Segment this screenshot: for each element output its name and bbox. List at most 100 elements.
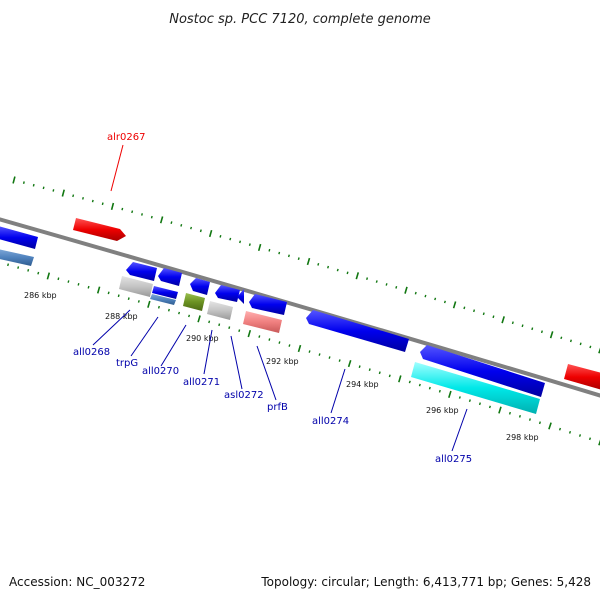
major-tick (197, 315, 201, 323)
minor-tick (511, 321, 514, 325)
outer-tick-track (12, 176, 600, 354)
gene-feature-right-edge (564, 364, 600, 390)
leader-all0274 (330, 368, 346, 414)
minor-tick (438, 389, 441, 393)
major-tick (306, 257, 311, 266)
gene-feature-trpG-steel (150, 294, 176, 305)
scale-label-286: 286 kbp (24, 291, 57, 300)
gene-feature-prfB (243, 311, 282, 333)
major-tick (501, 316, 505, 324)
minor-tick (368, 368, 371, 372)
major-tick (548, 422, 552, 430)
minor-tick (434, 297, 437, 301)
scale-labels: 286 kbp 288 kbp 290 kbp 292 kbp 294 kbp … (24, 291, 539, 442)
gene-feature-all0268 (119, 276, 153, 297)
minor-tick (278, 341, 281, 344)
minor-tick (180, 223, 183, 227)
minor-tick (508, 411, 511, 415)
minor-tick (482, 312, 485, 316)
leader-all0271 (203, 329, 213, 375)
major-tick (347, 359, 352, 368)
major-tick (448, 390, 452, 398)
gene-label-all0271: all0271 (183, 377, 220, 388)
minor-tick (478, 402, 481, 406)
minor-tick (336, 268, 339, 272)
minor-tick (521, 324, 524, 328)
gene-feature-e (249, 294, 287, 315)
minor-tick (473, 309, 476, 313)
scale-label-292: 292 kbp (266, 357, 299, 366)
gene-feature-left-edge-steel (0, 249, 34, 266)
leader-all0268 (92, 309, 131, 346)
inner-track-features (119, 276, 540, 414)
minor-tick (588, 437, 592, 441)
minor-tick (518, 414, 521, 418)
major-tick (297, 344, 302, 353)
minor-tick (167, 308, 170, 312)
minor-tick (388, 374, 391, 378)
minor-tick (67, 280, 70, 283)
gene-feature-alr0267 (73, 218, 126, 241)
minor-tick (229, 237, 232, 241)
gene-feature-d (237, 289, 244, 304)
minor-tick (385, 283, 388, 286)
minor-tick (531, 327, 534, 331)
major-tick (46, 272, 51, 280)
minor-tick (91, 199, 94, 203)
major-tick (96, 286, 101, 294)
gene-feature-all0268-region (126, 262, 157, 281)
major-tick (110, 202, 115, 211)
scale-label-296: 296 kbp (426, 406, 459, 415)
minor-tick (141, 213, 143, 216)
minor-tick (395, 285, 398, 289)
label-leader-lines (92, 144, 468, 452)
forward-strand-features (73, 218, 600, 390)
minor-tick (72, 194, 75, 198)
minor-tick (528, 418, 531, 421)
minor-tick (32, 183, 35, 187)
major-tick (598, 347, 600, 354)
major-tick (355, 272, 360, 280)
major-tick (549, 331, 554, 339)
minor-tick (414, 291, 417, 295)
minor-tick (199, 229, 202, 233)
scale-label-298: 298 kbp (506, 433, 539, 442)
scale-label-290: 290 kbp (186, 334, 219, 343)
gene-label-all0274: all0274 (312, 416, 349, 427)
scale-label-288: 288 kbp (105, 312, 138, 321)
major-tick (452, 301, 457, 309)
major-tick (404, 286, 408, 294)
minor-tick (538, 421, 541, 425)
minor-tick (101, 202, 104, 206)
minor-tick (117, 294, 120, 298)
gene-label-alr0267: alr0267 (107, 132, 145, 143)
minor-tick (560, 336, 563, 340)
major-tick (247, 329, 252, 338)
minor-tick (268, 248, 271, 252)
minor-tick (317, 262, 320, 266)
minor-tick (328, 356, 331, 359)
minor-tick (568, 430, 572, 434)
minor-tick (238, 329, 241, 333)
minor-tick (218, 323, 221, 327)
major-tick (208, 229, 213, 238)
gene-feature-a (158, 268, 182, 286)
minor-tick (468, 399, 471, 403)
minor-tick (375, 280, 378, 283)
gene-feature-all0274 (306, 310, 409, 352)
gene-label-trpG: trpG (116, 358, 138, 369)
major-tick (12, 176, 16, 184)
minor-tick (540, 330, 543, 334)
minor-tick (258, 335, 261, 338)
minor-tick (190, 226, 193, 230)
leader-alr0267 (110, 144, 124, 192)
gene-feature-all0271 (207, 301, 233, 320)
gene-feature-all0275 (420, 345, 545, 397)
gene-feature-all0270 (183, 293, 205, 311)
minor-tick (239, 240, 242, 244)
major-tick (598, 439, 600, 446)
minor-tick (121, 207, 124, 211)
minor-tick (57, 277, 60, 281)
minor-tick (346, 271, 349, 275)
